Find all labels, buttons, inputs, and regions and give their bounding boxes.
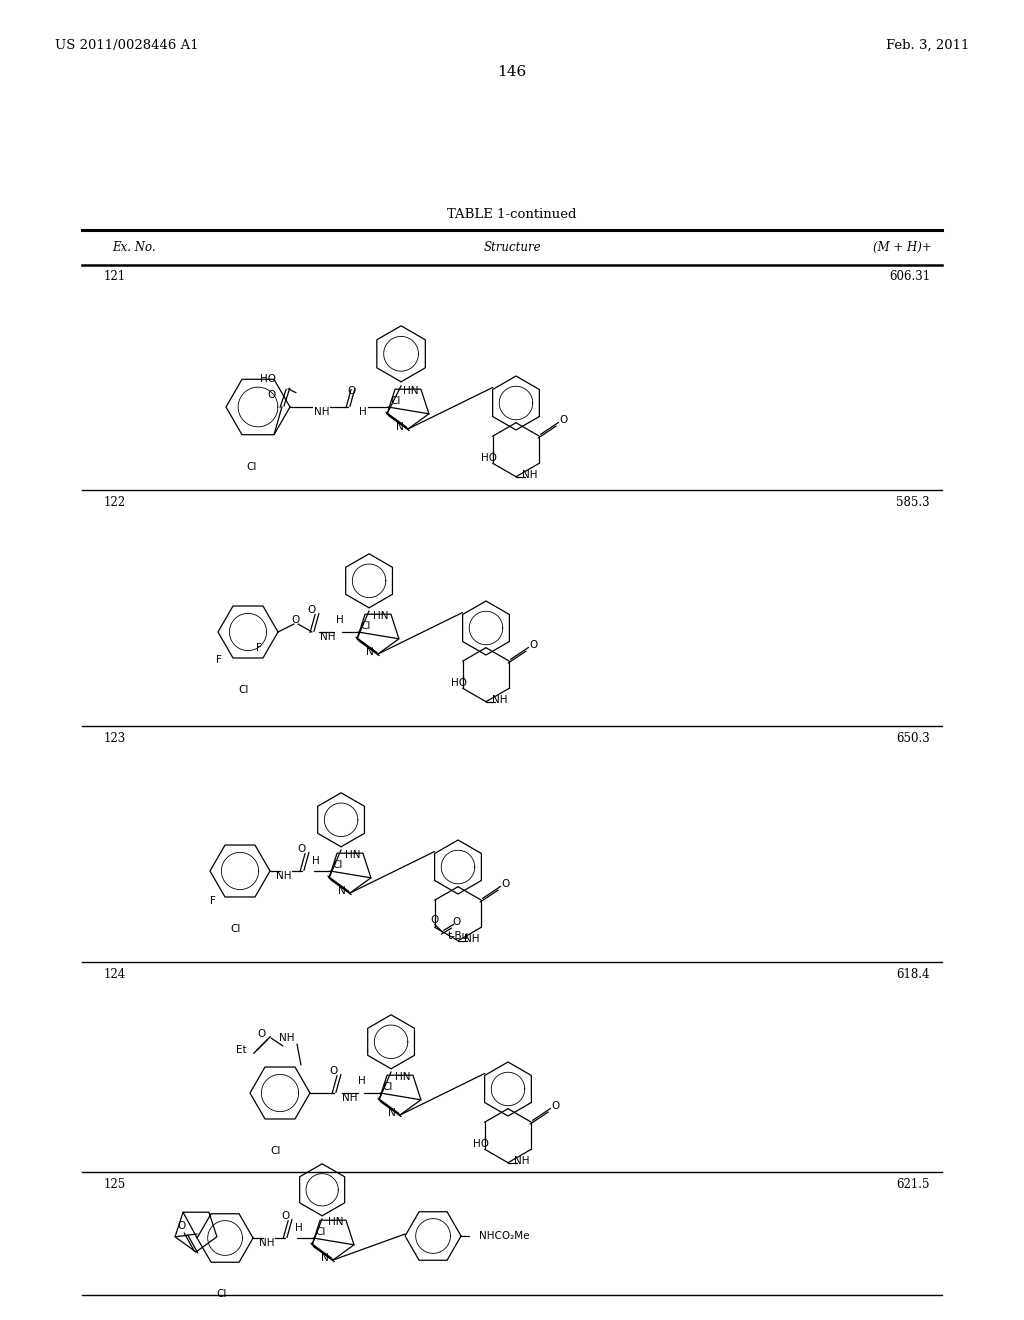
Text: N: N	[396, 422, 403, 432]
Text: (M + H)+: (M + H)+	[873, 242, 932, 253]
Text: 125: 125	[104, 1177, 126, 1191]
Text: N: N	[367, 647, 374, 657]
Text: HO: HO	[260, 374, 276, 384]
Text: HN: HN	[403, 387, 419, 396]
Text: 121: 121	[104, 271, 126, 284]
Text: HO: HO	[473, 1139, 488, 1150]
Text: H: H	[336, 615, 344, 624]
Text: NH: NH	[259, 1238, 274, 1247]
Text: O: O	[298, 843, 306, 854]
Text: O: O	[268, 389, 276, 400]
Text: Cl: Cl	[270, 1146, 282, 1156]
Text: O: O	[430, 915, 438, 925]
Text: Cl: Cl	[382, 1082, 392, 1092]
Text: O: O	[551, 1101, 559, 1111]
Text: H: H	[358, 1076, 366, 1086]
Text: O: O	[281, 1210, 289, 1221]
Text: US 2011/0028446 A1: US 2011/0028446 A1	[55, 38, 199, 51]
Text: O: O	[308, 605, 316, 615]
Text: O: O	[529, 640, 538, 651]
Text: Cl: Cl	[359, 622, 371, 631]
Text: 621.5: 621.5	[896, 1177, 930, 1191]
Text: 122: 122	[104, 495, 126, 508]
Text: NH: NH	[280, 1034, 295, 1043]
Text: HO: HO	[451, 678, 467, 688]
Text: Cl: Cl	[390, 396, 400, 407]
Text: NHCO₂Me: NHCO₂Me	[479, 1232, 529, 1241]
Text: O: O	[292, 615, 300, 624]
Text: NH: NH	[493, 694, 508, 705]
Text: Cl: Cl	[239, 685, 249, 696]
Text: NH: NH	[464, 933, 480, 944]
Text: F: F	[216, 655, 222, 665]
Text: N: N	[322, 1253, 329, 1263]
Text: Cl: Cl	[332, 861, 342, 870]
Text: O: O	[348, 385, 356, 396]
Text: Cl: Cl	[315, 1228, 326, 1237]
Text: HN: HN	[395, 1072, 411, 1082]
Text: Structure: Structure	[483, 242, 541, 253]
Text: O: O	[453, 917, 461, 927]
Text: N: N	[338, 886, 346, 896]
Text: NH: NH	[276, 871, 292, 880]
Text: H: H	[312, 855, 319, 866]
Text: NH: NH	[342, 1093, 357, 1104]
Text: NH: NH	[522, 470, 538, 479]
Text: Cl: Cl	[230, 924, 242, 935]
Text: O: O	[330, 1067, 338, 1076]
Text: F: F	[256, 643, 262, 653]
Text: 123: 123	[104, 731, 126, 744]
Text: O: O	[178, 1221, 186, 1232]
Text: HN: HN	[329, 1217, 344, 1228]
Text: 124: 124	[104, 968, 126, 981]
Text: Et: Et	[236, 1045, 247, 1055]
Text: 585.3: 585.3	[896, 495, 930, 508]
Text: H: H	[359, 407, 367, 417]
Text: H: H	[295, 1224, 303, 1233]
Text: O: O	[502, 879, 510, 890]
Text: Cl: Cl	[247, 462, 257, 473]
Text: Cl: Cl	[216, 1290, 226, 1299]
Text: 606.31: 606.31	[889, 271, 930, 284]
Text: NH: NH	[514, 1156, 529, 1166]
Text: Feb. 3, 2011: Feb. 3, 2011	[886, 38, 969, 51]
Text: O: O	[559, 416, 567, 425]
Text: NH: NH	[314, 407, 330, 417]
Text: 650.3: 650.3	[896, 731, 930, 744]
Text: N: N	[388, 1107, 396, 1118]
Text: HN: HN	[345, 850, 360, 861]
Text: TABLE 1-continued: TABLE 1-continued	[447, 209, 577, 222]
Text: 146: 146	[498, 65, 526, 79]
Text: t-Bu: t-Bu	[447, 931, 469, 941]
Text: 618.4: 618.4	[896, 968, 930, 981]
Text: F: F	[210, 896, 216, 906]
Text: NH: NH	[321, 632, 336, 642]
Text: HO: HO	[480, 453, 497, 463]
Text: HN: HN	[373, 611, 389, 622]
Text: Ex. No.: Ex. No.	[112, 242, 156, 253]
Text: O: O	[257, 1030, 265, 1039]
